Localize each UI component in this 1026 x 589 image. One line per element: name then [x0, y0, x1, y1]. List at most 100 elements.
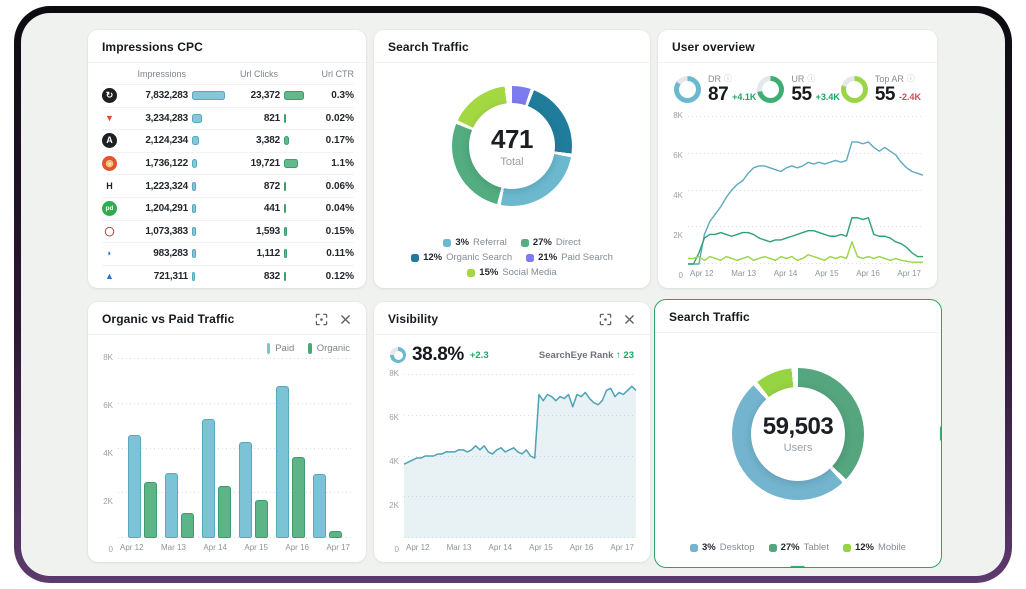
- axis-label: Apr 16: [569, 543, 594, 552]
- user-overview-card[interactable]: User overview DR ⓘ 87 +4.1K UR ⓘ: [658, 30, 937, 288]
- legend-swatch: [308, 343, 312, 354]
- column-url-ctr: Url CTR: [321, 69, 355, 79]
- info-icon[interactable]: ⓘ: [724, 74, 732, 83]
- focus-expand-icon[interactable]: [314, 312, 328, 326]
- search-traffic-donut: 471 Total: [452, 86, 572, 206]
- orange-sun-brand-icon: ◉: [102, 156, 117, 172]
- bar-group: [239, 358, 268, 538]
- user-overview-chart: 8K 6K 4K 2K 0 Apr 12 Mar 13 Apr 14 Apr 15 Apr 16…: [658, 110, 937, 288]
- paid-bar: [202, 418, 215, 538]
- card-title: Search Traffic: [669, 310, 750, 324]
- donut-chart-area: 59,503 Users: [655, 333, 941, 534]
- card-title: User overview: [672, 40, 755, 54]
- axis-label: Mar 13: [161, 543, 186, 552]
- axis-label: Apr 17: [610, 543, 634, 552]
- axis-label: 2K: [103, 497, 113, 506]
- info-icon[interactable]: ⓘ: [906, 74, 915, 83]
- dr-ring-icon: [674, 76, 701, 103]
- info-icon[interactable]: ⓘ: [807, 74, 816, 83]
- donut-legend: 3% Referral 27% Direct 12% Organic Search 2…: [381, 229, 643, 288]
- clicks-bar: [284, 204, 286, 214]
- clicks-value: 23,372: [250, 90, 281, 102]
- resize-handle-right[interactable]: [939, 424, 941, 442]
- axis-label: Apr 17: [326, 543, 350, 552]
- visibility-value: 38.8%: [412, 344, 464, 365]
- card-title: Impressions CPC: [102, 40, 203, 54]
- pd-green-brand-icon: pd: [102, 201, 117, 217]
- a-badge-brand-icon: A: [102, 133, 117, 149]
- x-axis-labels: Apr 12 Mar 13 Apr 14 Apr 15 Apr 16 Apr 17: [688, 264, 923, 284]
- stat-value: 55: [874, 84, 896, 105]
- clicks-bar: [284, 113, 286, 123]
- clicks-value: 832: [263, 271, 280, 283]
- impressions-bar: [192, 204, 196, 214]
- ctr-value: 0.12%: [325, 271, 354, 283]
- legend-swatch: [443, 238, 452, 247]
- window-frame: Impressions CPC Impressions Url Clicks U…: [14, 6, 1012, 583]
- ctr-value: 0.06%: [325, 180, 354, 192]
- paid-bar: [239, 442, 252, 538]
- axis-label: 4K: [389, 457, 399, 466]
- donut-legend: 3% Desktop 27% Tablet 12% Mobile: [655, 534, 941, 567]
- close-icon[interactable]: [338, 312, 352, 326]
- organic-vs-paid-card[interactable]: Organic vs Paid Traffic: [88, 302, 366, 562]
- table-header: Impressions Url Clicks Url CTR: [102, 65, 354, 84]
- donut-center: 59,503 Users: [751, 386, 845, 481]
- impressions-value: 983,283: [153, 248, 188, 260]
- bar-chart-plot: [118, 358, 352, 538]
- search-traffic-card[interactable]: Search Traffic 471 Total 3% Referral 27% D…: [374, 30, 650, 288]
- legend-item: 27% Direct: [520, 237, 581, 248]
- paid-bar: [165, 472, 178, 538]
- focus-expand-icon[interactable]: [598, 312, 612, 326]
- x-axis-labels: Apr 12 Mar 13 Apr 14 Apr 15 Apr 16 Apr 17: [404, 538, 636, 558]
- legend-swatch: [411, 253, 420, 262]
- table-row: ▼ 3,234,283 821 0.02%: [102, 106, 354, 130]
- ctr-value: 0.11%: [326, 248, 354, 260]
- stat-dr: DR ⓘ 87 +4.1K: [674, 73, 756, 106]
- impressions-value: 1,073,383: [145, 225, 188, 237]
- visibility-card[interactable]: Visibility: [374, 302, 650, 562]
- legend-swatch: [690, 543, 698, 552]
- dashboard-grid: Impressions CPC Impressions Url Clicks U…: [21, 13, 1005, 568]
- donut-total-label: Total: [500, 156, 524, 168]
- clicks-bar: [284, 181, 286, 191]
- legend-item: Organic: [308, 343, 350, 354]
- legend-item: 3% Desktop: [690, 542, 755, 553]
- legend-swatch: [768, 543, 777, 552]
- table-row: ◉ 1,736,122 19,721 1.1%: [102, 151, 354, 175]
- axis-label: 6K: [103, 401, 113, 410]
- axis-label: Apr 15: [529, 543, 553, 552]
- card-header: Visibility: [374, 302, 650, 335]
- area-chart-plot: [404, 374, 636, 538]
- card-title: Organic vs Paid Traffic: [102, 312, 235, 326]
- organic-bar: [144, 481, 157, 538]
- impressions-cpc-card[interactable]: Impressions CPC Impressions Url Clicks U…: [88, 30, 366, 288]
- paid-bar: [313, 473, 326, 538]
- organic-bar: [218, 486, 231, 538]
- axis-label: 8K: [389, 369, 399, 378]
- bar-group: [165, 358, 194, 538]
- legend-item: 12% Mobile: [842, 542, 906, 553]
- axis-label: Apr 16: [285, 543, 309, 552]
- ctr-value: 0.02%: [325, 112, 354, 124]
- axis-label: 0: [678, 271, 683, 280]
- impressions-bar: [192, 181, 196, 191]
- axis-label: 6K: [673, 151, 683, 160]
- clicks-value: 441: [263, 203, 280, 215]
- impressions-value: 1,204,291: [145, 203, 188, 215]
- donut-center: 471 Total: [469, 103, 555, 189]
- close-icon[interactable]: [622, 312, 636, 326]
- y-axis-labels: 8K 6K 4K 2K 0: [384, 370, 404, 554]
- bar-group: [313, 358, 342, 538]
- clicks-value: 1,112: [256, 248, 281, 260]
- paid-bar: [276, 386, 289, 538]
- search-traffic-users-card-selected[interactable]: Search Traffic 59,503 Users 3% Desktop 27…: [654, 299, 942, 568]
- circular-arrow-brand-icon: ↻: [102, 88, 117, 104]
- column-url-clicks: Url Clicks: [240, 69, 278, 79]
- axis-label: 4K: [103, 449, 113, 458]
- stat-label: Top AR ⓘ: [874, 73, 915, 84]
- top-ar-ring-icon: [840, 76, 868, 103]
- resize-handle-bottom[interactable]: [789, 565, 806, 567]
- ctr-value: 0.15%: [325, 225, 354, 237]
- searcheye-rank: SearchEye Rank ↑ 23: [538, 349, 634, 361]
